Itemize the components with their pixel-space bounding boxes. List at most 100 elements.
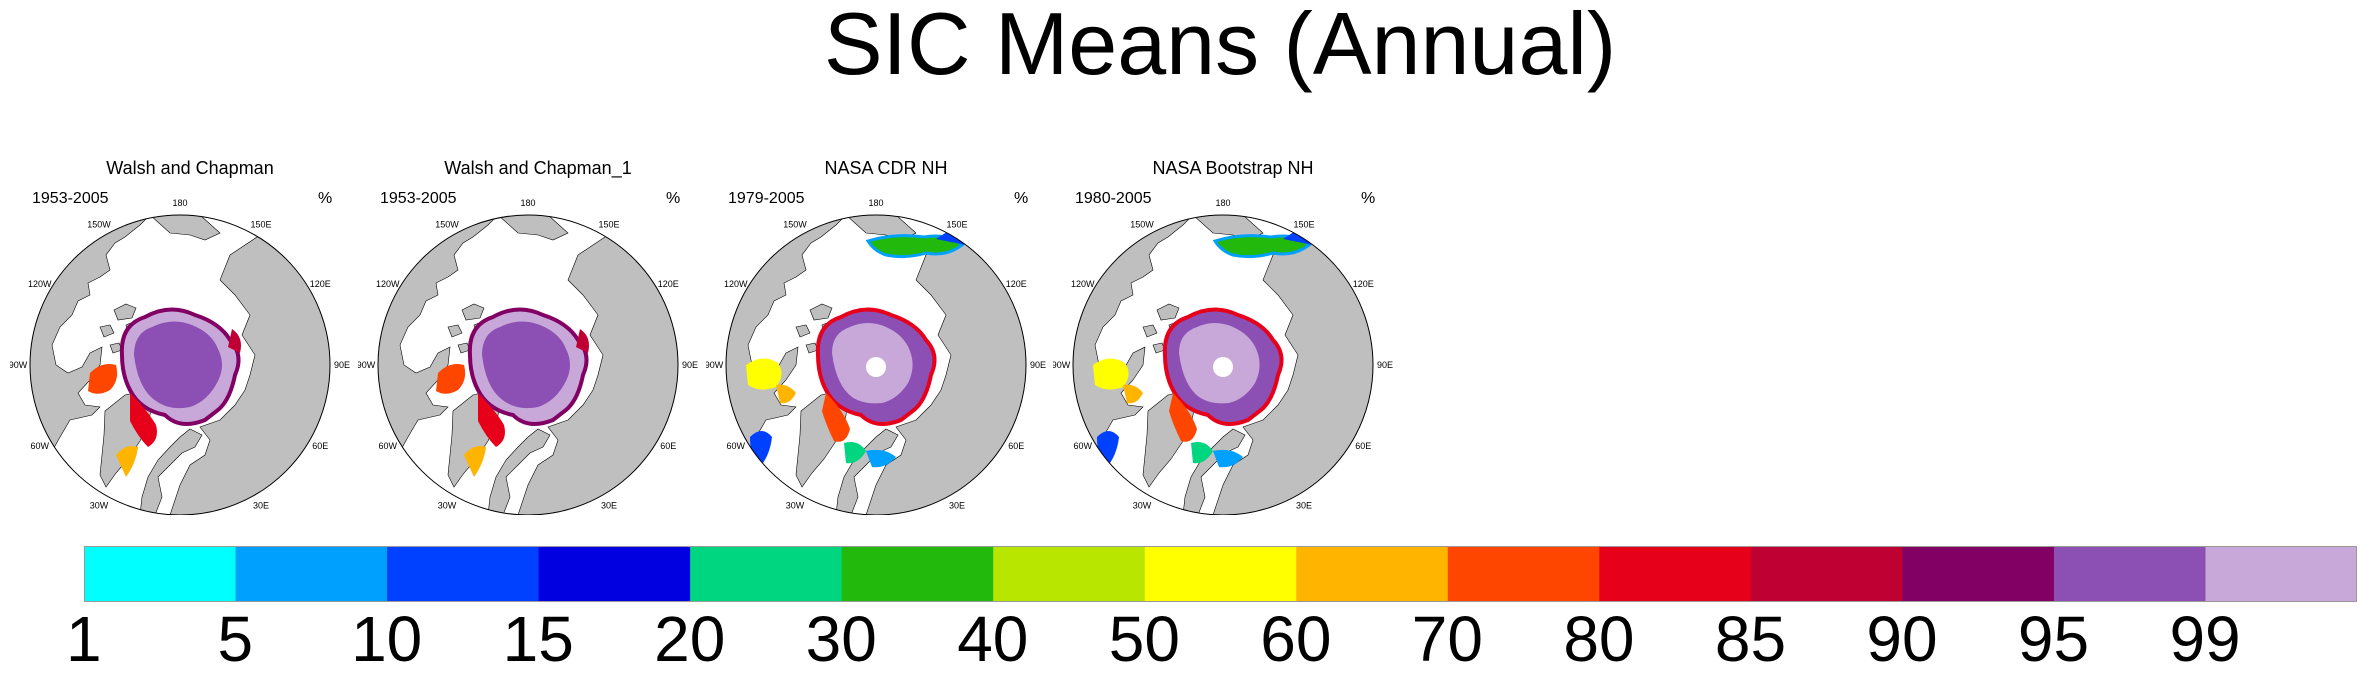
- longitude-label: 90W: [10, 360, 28, 370]
- colorbar-swatches: [84, 546, 2358, 602]
- eurasia-landmass: [169, 215, 330, 515]
- longitude-label: 60E: [312, 441, 328, 451]
- longitude-label: 60W: [726, 441, 745, 451]
- ice-hudson: [746, 358, 782, 390]
- ice-hudson: [1093, 358, 1129, 390]
- ice-hudson-south: [776, 384, 796, 404]
- longitude-label: 180: [868, 198, 883, 208]
- sea-ice-field: [1093, 221, 1326, 477]
- colorbar-tick-label: 40: [957, 603, 1029, 675]
- polar-map: 180150E120E90E60E30E030W60W90W120W150W: [10, 198, 350, 515]
- arctic-island: [1156, 303, 1180, 321]
- panel-units: %: [1014, 190, 1029, 207]
- north-america-landmass: [30, 215, 151, 466]
- europe-landmass: [139, 428, 203, 515]
- panel-title: Walsh and Chapman: [106, 158, 274, 178]
- colorbar-swatch: [841, 546, 994, 602]
- arctic-island: [809, 303, 833, 321]
- eurasia-landmass: [1212, 215, 1373, 515]
- map-panel: NASA CDR NH 1979-2005% 180 150E 120E 90E 60E 30…: [706, 150, 1066, 515]
- longitude-label: 180: [1215, 198, 1230, 208]
- longitude-label: 90W: [1053, 360, 1071, 370]
- polar-map: 180150E120E90E60E30E030W60W90W120W150W: [1053, 198, 1393, 515]
- longitude-label: 30W: [90, 500, 109, 510]
- north-america-landmass: [378, 215, 499, 466]
- longitude-label: 180: [172, 198, 187, 208]
- map-border: [725, 214, 1027, 515]
- colorbar-tick-label: 90: [1866, 603, 1938, 675]
- panel-units: %: [318, 190, 333, 207]
- longitude-label: 150W: [783, 220, 807, 230]
- arctic-island: [1142, 324, 1158, 338]
- sea-ice-field: [746, 221, 979, 477]
- panel-years: 1953-2005: [32, 190, 109, 207]
- map-panel: Walsh and Chapman_1 1953-2005% 180 150E 120E…: [358, 150, 718, 515]
- colorbar-tick-label: 5: [217, 603, 254, 675]
- colorbar-swatch: [2205, 546, 2358, 602]
- pole-hole: [1213, 357, 1233, 377]
- panel-title: NASA CDR NH: [824, 158, 948, 178]
- ice-barents: [866, 449, 896, 468]
- sea-ice-field: [88, 307, 241, 477]
- colorbar-tick-label: 99: [2169, 603, 2241, 675]
- colorbar-tick-label: 50: [1108, 603, 1180, 675]
- longitude-label: 150W: [1130, 220, 1154, 230]
- ice-hudson: [88, 364, 118, 394]
- colorbar-tick-label: 1: [66, 603, 102, 675]
- polar-map: 180150E120E90E60E30E030W60W90W120W150W: [706, 198, 1046, 515]
- pole-hole: [866, 357, 886, 377]
- ice-baffin: [478, 393, 505, 447]
- colorbar-tick-label: 85: [1714, 603, 1787, 675]
- longitude-label: 150W: [87, 220, 111, 230]
- colorbar-tick-label: 10: [351, 603, 423, 675]
- colorbar-labels: 1 5 10 15 20 30 40 50 60 70 80 85 90 95 99: [0, 604, 2361, 674]
- longitude-label: 30E: [253, 500, 269, 510]
- colorbar-swatch: [1902, 546, 2055, 602]
- eurasia-landmass: [517, 215, 678, 515]
- longitude-label: 90E: [682, 360, 698, 370]
- longitude-label: 30W: [1133, 500, 1152, 510]
- longitude-label: 30W: [438, 500, 457, 510]
- longitude-label: 60E: [1008, 441, 1024, 451]
- longitude-label: 150E: [250, 220, 271, 230]
- map-panel: Walsh and Chapman 1953-2005% 180 150E 120E 90…: [10, 150, 370, 515]
- longitude-label: 90E: [1377, 360, 1393, 370]
- longitude-label: 60W: [378, 441, 397, 451]
- colorbar-tick-label: 20: [654, 603, 726, 675]
- ice-hudson: [436, 364, 466, 394]
- ice-edge-east: [228, 329, 241, 353]
- arctic-island: [795, 324, 811, 338]
- panel-years: 1980-2005: [1075, 190, 1152, 207]
- ice-baffin: [822, 393, 850, 442]
- longitude-label: 30E: [601, 500, 617, 510]
- longitude-label: 60W: [30, 441, 49, 451]
- longitude-label: 60E: [1355, 441, 1371, 451]
- ice-core: [134, 321, 222, 409]
- colorbar-swatch: [235, 546, 388, 602]
- longitude-label: 150E: [1293, 220, 1314, 230]
- colorbar: [84, 546, 2358, 602]
- beringia-landmass: [497, 215, 569, 241]
- colorbar-swatch: [1447, 546, 1600, 602]
- ice-bering: [865, 234, 965, 259]
- arctic-island: [113, 303, 137, 321]
- colorbar-tick-label: 15: [502, 603, 574, 675]
- colorbar-swatch: [993, 546, 1146, 602]
- europe-landmass: [487, 428, 551, 515]
- colorbar-swatch: [1599, 546, 1752, 602]
- colorbar-tick-label: 30: [805, 603, 877, 675]
- ice-bering: [1212, 234, 1312, 259]
- ice-barents: [1213, 449, 1243, 468]
- longitude-label: 60W: [1073, 441, 1092, 451]
- map-panel: NASA Bootstrap NH 1980-2005% 180 150E 120E 90…: [1053, 150, 1413, 515]
- ice-edge-east: [576, 329, 589, 353]
- longitude-label: 150E: [598, 220, 619, 230]
- panel-units: %: [666, 190, 681, 207]
- longitude-label: 120W: [28, 279, 52, 289]
- colorbar-swatch: [1750, 546, 1903, 602]
- figure-title: SIC Means (Annual): [823, 0, 1617, 93]
- ice-hudson-south: [1123, 384, 1143, 404]
- longitude-label: 120E: [310, 279, 331, 289]
- arctic-island: [461, 303, 485, 321]
- colorbar-tick-label: 70: [1411, 603, 1483, 675]
